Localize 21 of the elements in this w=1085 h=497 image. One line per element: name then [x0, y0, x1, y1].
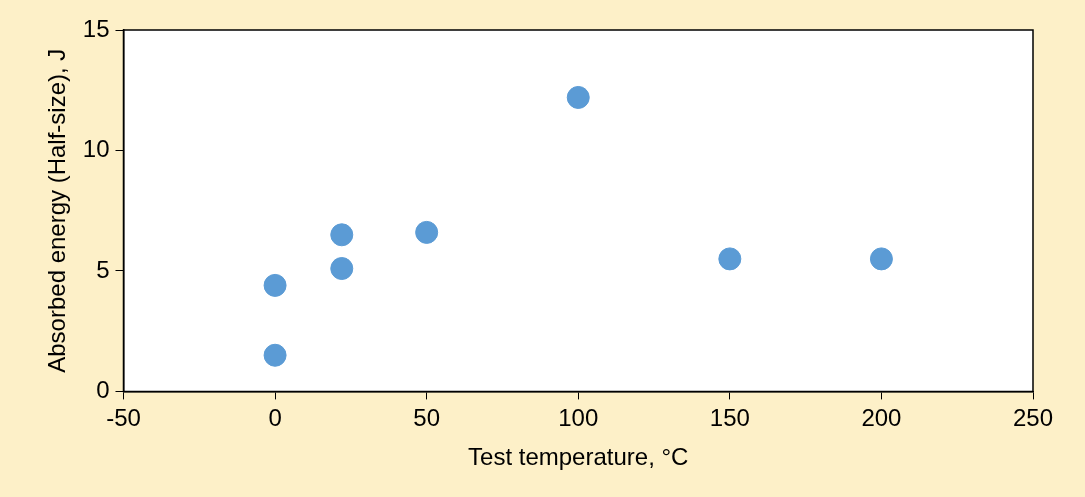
x-tick-label: -50: [106, 404, 141, 432]
x-tick-label: 150: [709, 404, 750, 432]
x-tick-label: 0: [268, 404, 282, 432]
point: [330, 223, 354, 247]
point: [869, 247, 893, 271]
x-tick-label: 100: [558, 404, 599, 432]
y-tick-label: 10: [82, 135, 110, 163]
y-tick-label: 0: [96, 376, 110, 404]
point: [718, 247, 742, 271]
y-tick-label: 15: [82, 14, 110, 42]
point: [263, 273, 287, 297]
y-axis-title: Absorbed energy (Half-size), J: [43, 48, 71, 373]
point: [263, 343, 287, 367]
x-axis-title: Test temperature, °C: [468, 443, 689, 471]
point: [330, 257, 354, 281]
point: [415, 220, 439, 244]
y-tick-label: 5: [96, 255, 110, 283]
x-tick-label: 50: [413, 404, 441, 432]
point: [566, 85, 590, 109]
x-tick-label: 250: [1012, 404, 1054, 432]
x-tick-label: 200: [861, 404, 902, 432]
